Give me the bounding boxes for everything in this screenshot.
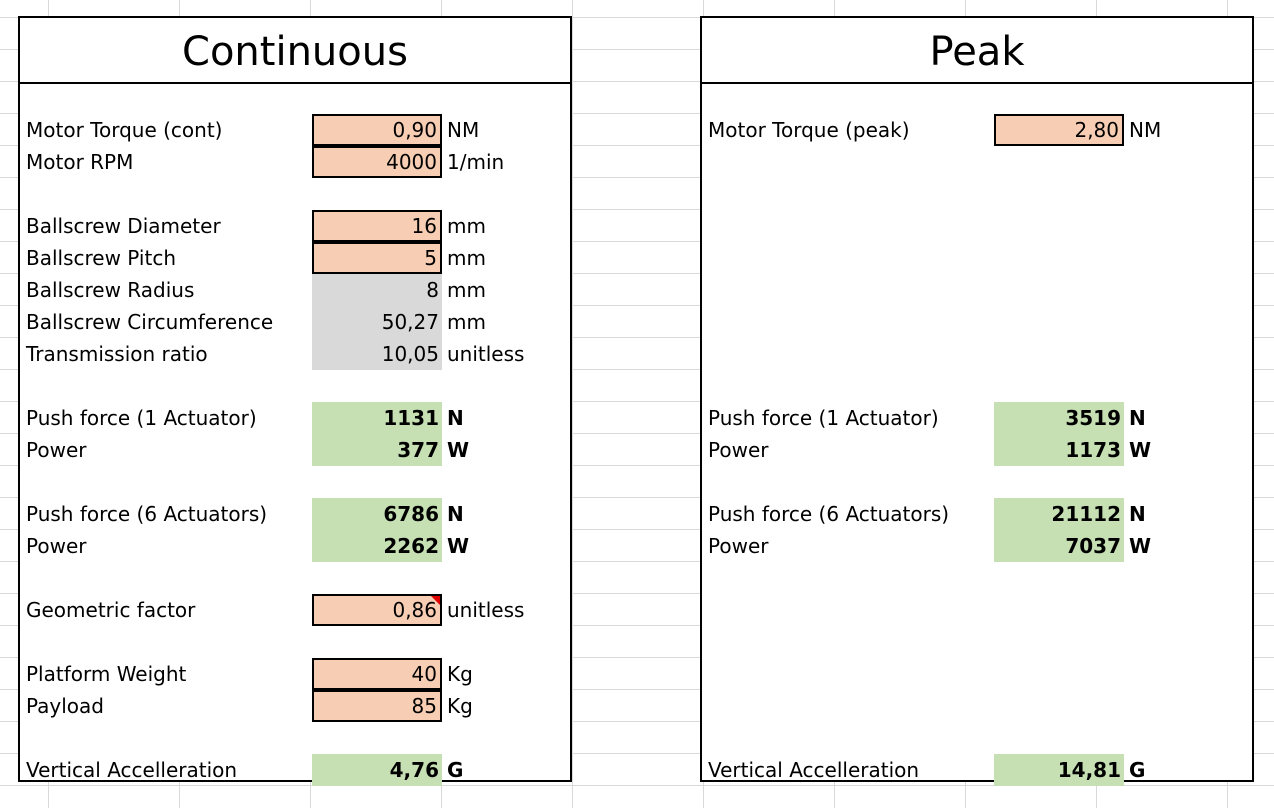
unit-platform-weight: Kg (447, 662, 473, 686)
cell-geometric-factor[interactable]: 0,86 (312, 594, 442, 626)
continuous-title: Continuous (20, 18, 570, 84)
row-power-1-peak: Power 1173 W (702, 434, 1252, 466)
cell-push-force-6-peak[interactable]: 21112 (994, 498, 1124, 530)
row-push-force-6-cont: Push force (6 Actuators) 6786 N (20, 498, 570, 530)
unit-push-force-6-cont: N (447, 502, 464, 526)
cell-motor-torque-cont[interactable]: 0,90 (312, 114, 442, 146)
row-geometric-factor: Geometric factor 0,86 unitless (20, 594, 570, 626)
row-push-force-6-peak: Push force (6 Actuators) 21112 N (702, 498, 1252, 530)
unit-transmission-ratio: unitless (447, 342, 525, 366)
row-motor-torque-cont: Motor Torque (cont) 0,90 NM (20, 114, 570, 146)
peak-title: Peak (702, 18, 1252, 84)
label-platform-weight: Platform Weight (26, 662, 187, 686)
unit-geometric-factor: unitless (447, 598, 525, 622)
row-ballscrew-diameter: Ballscrew Diameter 16 mm (20, 210, 570, 242)
label-transmission-ratio: Transmission ratio (26, 342, 208, 366)
row-power-6-peak: Power 7037 W (702, 530, 1252, 562)
cell-power-1-cont[interactable]: 377 (312, 434, 442, 466)
cell-power-6-cont[interactable]: 2262 (312, 530, 442, 562)
row-ballscrew-radius: Ballscrew Radius 8 mm (20, 274, 570, 306)
unit-power-6-cont: W (447, 534, 470, 558)
cell-push-force-1-peak[interactable]: 3519 (994, 402, 1124, 434)
cell-motor-torque-peak[interactable]: 2,80 (994, 114, 1124, 146)
unit-vertical-accel-peak: G (1129, 758, 1146, 782)
row-vertical-accel-peak: Vertical Accelleration 14,81 G (702, 754, 1252, 786)
cell-transmission-ratio[interactable]: 10,05 (312, 338, 442, 370)
label-power-1-cont: Power (26, 438, 87, 462)
peak-panel: Peak Motor Torque (peak) 2,80 NM Push fo… (700, 16, 1254, 786)
label-ballscrew-circumference: Ballscrew Circumference (26, 310, 274, 334)
unit-vertical-accel-cont: G (447, 758, 464, 782)
cell-platform-weight[interactable]: 40 (312, 658, 442, 690)
unit-ballscrew-radius: mm (447, 278, 486, 302)
label-geometric-factor: Geometric factor (26, 598, 196, 622)
unit-ballscrew-pitch: mm (447, 246, 486, 270)
label-power-6-peak: Power (708, 534, 769, 558)
cell-power-6-peak[interactable]: 7037 (994, 530, 1124, 562)
row-payload: Payload 85 Kg (20, 690, 570, 722)
label-payload: Payload (26, 694, 104, 718)
cell-ballscrew-radius[interactable]: 8 (312, 274, 442, 306)
row-power-6-cont: Power 2262 W (20, 530, 570, 562)
cell-ballscrew-diameter[interactable]: 16 (312, 210, 442, 242)
row-push-force-1-cont: Push force (1 Actuator) 1131 N (20, 402, 570, 434)
label-vertical-accel-cont: Vertical Accelleration (26, 758, 238, 782)
label-power-1-peak: Power (708, 438, 769, 462)
row-motor-rpm: Motor RPM 4000 1/min (20, 146, 570, 178)
label-power-6-cont: Power (26, 534, 87, 558)
unit-power-1-peak: W (1129, 438, 1152, 462)
label-motor-torque-cont: Motor Torque (cont) (26, 118, 223, 142)
cell-power-1-peak[interactable]: 1173 (994, 434, 1124, 466)
row-push-force-1-peak: Push force (1 Actuator) 3519 N (702, 402, 1252, 434)
unit-ballscrew-diameter: mm (447, 214, 486, 238)
cell-push-force-1-cont[interactable]: 1131 (312, 402, 442, 434)
label-ballscrew-radius: Ballscrew Radius (26, 278, 195, 302)
unit-power-6-peak: W (1129, 534, 1152, 558)
row-vertical-accel-cont: Vertical Accelleration 4,76 G (20, 754, 570, 786)
cell-ballscrew-pitch[interactable]: 5 (312, 242, 442, 274)
unit-motor-torque-cont: NM (447, 118, 480, 142)
label-push-force-6-peak: Push force (6 Actuators) (708, 502, 950, 526)
comment-indicator-icon[interactable] (431, 596, 440, 605)
unit-payload: Kg (447, 694, 473, 718)
unit-power-1-cont: W (447, 438, 470, 462)
unit-push-force-6-peak: N (1129, 502, 1146, 526)
cell-payload[interactable]: 85 (312, 690, 442, 722)
label-push-force-1-cont: Push force (1 Actuator) (26, 406, 257, 430)
cell-vertical-accel-peak[interactable]: 14,81 (994, 754, 1124, 786)
cell-geometric-factor-value: 0,86 (392, 598, 437, 622)
unit-push-force-1-peak: N (1129, 406, 1146, 430)
label-push-force-6-cont: Push force (6 Actuators) (26, 502, 268, 526)
cell-motor-rpm[interactable]: 4000 (312, 146, 442, 178)
label-vertical-accel-peak: Vertical Accelleration (708, 758, 920, 782)
unit-motor-torque-peak: NM (1129, 118, 1162, 142)
continuous-panel: Continuous Motor Torque (cont) 0,90 NM M… (18, 16, 572, 786)
unit-ballscrew-circumference: mm (447, 310, 486, 334)
label-push-force-1-peak: Push force (1 Actuator) (708, 406, 939, 430)
label-ballscrew-diameter: Ballscrew Diameter (26, 214, 221, 238)
cell-push-force-6-cont[interactable]: 6786 (312, 498, 442, 530)
row-platform-weight: Platform Weight 40 Kg (20, 658, 570, 690)
unit-push-force-1-cont: N (447, 406, 464, 430)
row-ballscrew-circumference: Ballscrew Circumference 50,27 mm (20, 306, 570, 338)
label-motor-torque-peak: Motor Torque (peak) (708, 118, 910, 142)
row-ballscrew-pitch: Ballscrew Pitch 5 mm (20, 242, 570, 274)
unit-motor-rpm: 1/min (447, 150, 505, 174)
label-motor-rpm: Motor RPM (26, 150, 134, 174)
cell-vertical-accel-cont[interactable]: 4,76 (312, 754, 442, 786)
row-motor-torque-peak: Motor Torque (peak) 2,80 NM (702, 114, 1252, 146)
label-ballscrew-pitch: Ballscrew Pitch (26, 246, 176, 270)
row-transmission-ratio: Transmission ratio 10,05 unitless (20, 338, 570, 370)
row-power-1-cont: Power 377 W (20, 434, 570, 466)
cell-ballscrew-circumference[interactable]: 50,27 (312, 306, 442, 338)
